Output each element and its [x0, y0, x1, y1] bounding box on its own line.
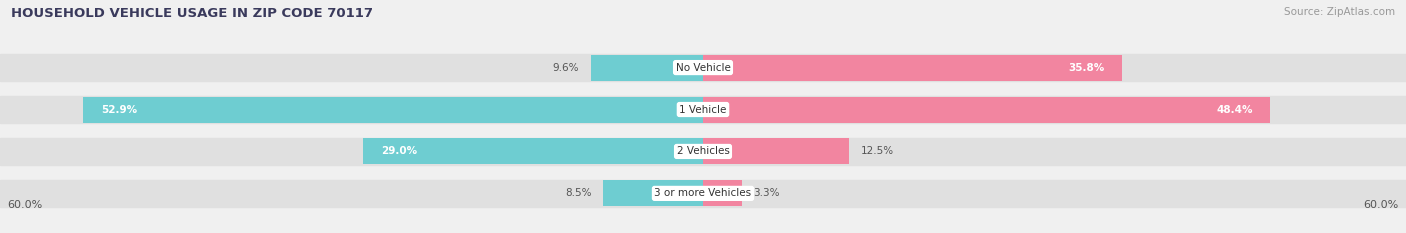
Text: Source: ZipAtlas.com: Source: ZipAtlas.com: [1284, 7, 1395, 17]
Text: 35.8%: 35.8%: [1069, 63, 1105, 72]
Bar: [703, 55, 1122, 81]
Text: 60.0%: 60.0%: [1364, 200, 1399, 210]
Bar: [0, 54, 1406, 81]
Bar: [591, 55, 703, 81]
Text: 2 Vehicles: 2 Vehicles: [676, 147, 730, 156]
Text: 3 or more Vehicles: 3 or more Vehicles: [654, 188, 752, 198]
Text: 52.9%: 52.9%: [101, 105, 136, 114]
Text: 12.5%: 12.5%: [860, 147, 894, 156]
Text: 48.4%: 48.4%: [1216, 105, 1253, 114]
Bar: [703, 180, 742, 206]
Text: 9.6%: 9.6%: [553, 63, 579, 72]
Bar: [83, 96, 703, 123]
Bar: [0, 180, 1406, 207]
Bar: [703, 96, 1270, 123]
Bar: [363, 138, 703, 164]
Bar: [0, 96, 1406, 123]
Text: 1 Vehicle: 1 Vehicle: [679, 105, 727, 114]
Bar: [0, 138, 1406, 165]
Text: No Vehicle: No Vehicle: [675, 63, 731, 72]
Bar: [603, 180, 703, 206]
Text: 3.3%: 3.3%: [754, 188, 780, 198]
Text: 60.0%: 60.0%: [7, 200, 42, 210]
Text: HOUSEHOLD VEHICLE USAGE IN ZIP CODE 70117: HOUSEHOLD VEHICLE USAGE IN ZIP CODE 7011…: [11, 7, 373, 20]
Text: 8.5%: 8.5%: [565, 188, 592, 198]
Text: 29.0%: 29.0%: [381, 147, 418, 156]
Bar: [703, 138, 849, 164]
